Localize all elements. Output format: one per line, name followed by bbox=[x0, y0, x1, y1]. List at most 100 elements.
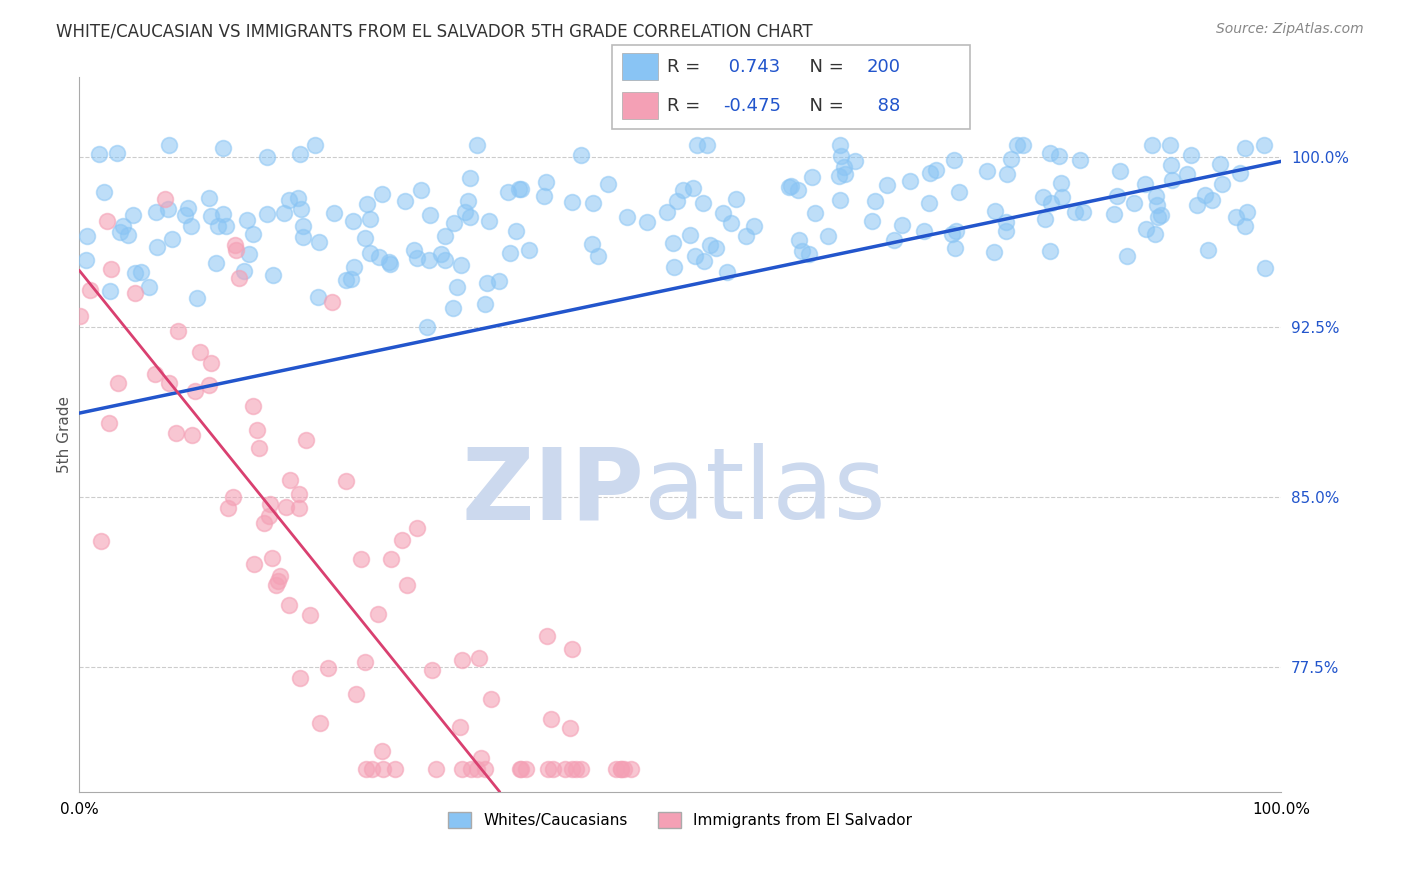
Point bbox=[122, 208, 145, 222]
Point bbox=[155, 192, 177, 206]
Point bbox=[441, 301, 464, 315]
Point bbox=[418, 252, 440, 267]
Point bbox=[598, 177, 620, 191]
Point bbox=[569, 148, 592, 162]
Point bbox=[242, 557, 264, 571]
Point bbox=[267, 574, 290, 588]
Point bbox=[309, 715, 332, 730]
Point bbox=[610, 762, 633, 776]
Point bbox=[479, 691, 502, 706]
Point bbox=[465, 762, 488, 776]
Point bbox=[1039, 196, 1062, 211]
Point bbox=[124, 285, 146, 300]
Point bbox=[207, 219, 229, 234]
Point bbox=[224, 238, 246, 252]
Point bbox=[1208, 157, 1230, 171]
Point bbox=[536, 629, 558, 643]
Text: N =: N = bbox=[799, 96, 844, 114]
Point bbox=[416, 320, 439, 334]
Point bbox=[478, 213, 501, 227]
Point bbox=[359, 245, 381, 260]
Point bbox=[735, 229, 758, 244]
Point bbox=[683, 249, 706, 263]
Point bbox=[204, 256, 226, 270]
Point bbox=[616, 211, 638, 225]
Point bbox=[1105, 189, 1128, 203]
Point bbox=[664, 260, 686, 274]
Point bbox=[69, 309, 91, 323]
Point bbox=[983, 244, 1005, 259]
FancyBboxPatch shape bbox=[612, 45, 970, 129]
Point bbox=[273, 205, 295, 219]
Point bbox=[200, 356, 222, 370]
Point bbox=[1201, 193, 1223, 207]
Point bbox=[1225, 210, 1247, 224]
Point bbox=[1161, 172, 1184, 186]
Point bbox=[1146, 197, 1168, 211]
Point bbox=[1047, 148, 1070, 162]
Point bbox=[262, 268, 284, 282]
Point bbox=[474, 296, 496, 310]
Text: ZIP: ZIP bbox=[461, 443, 644, 541]
Point bbox=[515, 762, 537, 776]
Point bbox=[983, 204, 1005, 219]
Point bbox=[830, 193, 852, 207]
Point bbox=[787, 233, 810, 247]
Point bbox=[995, 167, 1018, 181]
Point bbox=[371, 186, 394, 201]
Point bbox=[543, 762, 565, 776]
Point bbox=[460, 762, 482, 776]
Point bbox=[290, 202, 312, 216]
Point bbox=[948, 186, 970, 200]
Point bbox=[157, 376, 180, 390]
Point bbox=[496, 185, 519, 199]
Point bbox=[780, 178, 803, 193]
Point bbox=[288, 500, 311, 515]
Point bbox=[571, 762, 593, 776]
Point bbox=[217, 500, 239, 515]
Point bbox=[278, 473, 301, 487]
Point bbox=[830, 149, 852, 163]
Point bbox=[470, 750, 492, 764]
Point bbox=[378, 254, 401, 268]
Point bbox=[686, 138, 709, 153]
Point bbox=[1253, 138, 1275, 153]
Point bbox=[458, 210, 481, 224]
Point bbox=[943, 153, 966, 167]
Point bbox=[198, 191, 221, 205]
Point bbox=[509, 762, 531, 776]
Point bbox=[307, 290, 329, 304]
Point bbox=[335, 273, 357, 287]
Point bbox=[1185, 197, 1208, 211]
Point bbox=[561, 762, 583, 776]
Point bbox=[450, 762, 472, 776]
Point bbox=[696, 138, 718, 153]
Point bbox=[429, 247, 451, 261]
Point bbox=[157, 138, 180, 153]
Point bbox=[371, 744, 394, 758]
Text: atlas: atlas bbox=[644, 443, 886, 541]
Point bbox=[720, 216, 742, 230]
Point bbox=[561, 195, 583, 210]
Point bbox=[1064, 205, 1087, 219]
Point bbox=[1039, 145, 1062, 160]
Point bbox=[356, 762, 378, 776]
Point bbox=[1109, 163, 1132, 178]
Point bbox=[679, 228, 702, 243]
Point bbox=[98, 416, 121, 430]
Point bbox=[181, 427, 204, 442]
Point bbox=[443, 216, 465, 230]
Point bbox=[138, 279, 160, 293]
Point bbox=[117, 227, 139, 242]
Point bbox=[786, 183, 808, 197]
Point bbox=[391, 533, 413, 547]
Point bbox=[96, 214, 118, 228]
Point bbox=[994, 215, 1017, 229]
Point bbox=[537, 762, 560, 776]
Point bbox=[564, 762, 586, 776]
Point bbox=[76, 228, 98, 243]
Point bbox=[174, 208, 197, 222]
Point bbox=[93, 186, 115, 200]
Point bbox=[405, 252, 427, 266]
Point bbox=[817, 229, 839, 244]
